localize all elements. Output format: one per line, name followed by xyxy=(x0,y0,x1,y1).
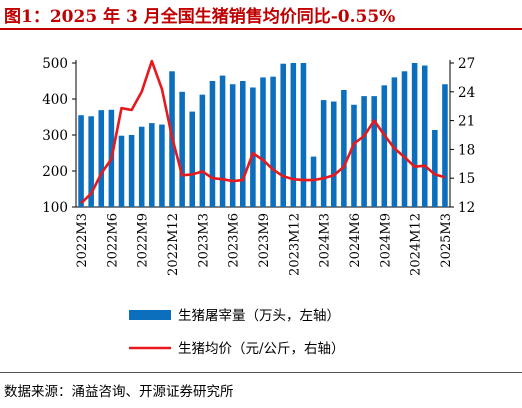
chart-canvas: 100 200 300 400 500 12 15 18 21 24 27 2022M3 2022M6 2… xyxy=(42,56,475,357)
legend-bar-label: 生猪屠宰量（万头，左轴） xyxy=(178,308,340,324)
bar-2022M4 xyxy=(88,116,94,207)
bar-2024M8 xyxy=(371,96,377,207)
left-tick-label: 200 xyxy=(42,164,68,180)
line-series xyxy=(80,59,446,205)
bar-2022M3 xyxy=(78,115,84,207)
bar-2024M3 xyxy=(320,100,327,207)
bar-2023M1 xyxy=(179,91,185,207)
bar-2023M5 xyxy=(219,75,226,207)
left-tick-label: 400 xyxy=(42,92,68,108)
x-tick-label: 2023M3 xyxy=(196,213,211,268)
legend-line-label: 生猪均价（元/公斤，右轴） xyxy=(178,341,345,357)
right-tick-label: 15 xyxy=(458,171,475,187)
bar-2022M8 xyxy=(128,135,135,207)
x-tick-label: 2024M6 xyxy=(348,213,363,268)
tick-labels: 100 200 300 400 500 12 15 18 21 24 27 2022M3 2022M6 2… xyxy=(42,56,475,276)
x-tick-label: 2025M3 xyxy=(439,213,454,268)
x-tick-label: 2024M9 xyxy=(378,213,393,268)
x-tick-label: 2023M9 xyxy=(257,213,272,268)
bar-2024M9 xyxy=(381,85,388,207)
x-tick-label: 2024M12 xyxy=(409,213,424,276)
right-tick-label: 24 xyxy=(458,85,475,101)
right-tick-label: 27 xyxy=(458,56,475,72)
bar-2025M2 xyxy=(432,129,438,207)
bar-2022M9 xyxy=(138,126,145,207)
bar-series xyxy=(78,63,448,208)
bar-2023M3 xyxy=(199,94,206,207)
right-tick-label: 18 xyxy=(458,142,475,158)
x-tick-label: 2022M6 xyxy=(105,213,120,268)
bar-2024M12 xyxy=(411,63,418,207)
right-tick-label: 12 xyxy=(458,200,475,216)
bar-2023M6 xyxy=(229,84,236,207)
legend: 生猪屠宰量（万头，左轴） 生猪均价（元/公斤，右轴） xyxy=(129,308,345,357)
bar-2024M10 xyxy=(391,77,398,208)
bar-2023M10 xyxy=(270,76,276,208)
bar-2023M12 xyxy=(290,63,297,207)
bar-2024M6 xyxy=(351,104,357,207)
left-tick-label: 300 xyxy=(42,128,68,144)
bar-2023M2 xyxy=(189,111,196,207)
x-tick-label: 2022M12 xyxy=(166,213,181,276)
footer-divider xyxy=(0,372,522,373)
left-tick-label: 500 xyxy=(42,56,68,72)
bar-2024M4 xyxy=(330,101,337,207)
x-tick-label: 2024M3 xyxy=(318,213,333,268)
chart-title: 图1：2025 年 3 月全国生猪销售均价同比-0.55% xyxy=(4,7,396,27)
bar-2024M5 xyxy=(341,90,347,207)
x-tick-label: 2022M9 xyxy=(136,213,151,268)
bar-2023M11 xyxy=(280,63,286,207)
left-tick-label: 100 xyxy=(42,200,68,216)
bar-2022M7 xyxy=(118,135,125,207)
bar-2023M8 xyxy=(250,87,256,207)
bar-2024M2 xyxy=(310,156,317,207)
bar-2024M7 xyxy=(361,96,367,207)
bar-2022M5 xyxy=(98,110,105,207)
x-tick-label: 2023M12 xyxy=(287,213,302,276)
bar-2024M1 xyxy=(300,63,307,207)
source-note: 数据来源：涌益咨询、开源证券研究所 xyxy=(4,384,234,400)
right-tick-label: 21 xyxy=(458,114,475,130)
title-underline xyxy=(0,28,522,30)
bar-2023M7 xyxy=(240,81,246,207)
bar-2022M10 xyxy=(149,123,155,207)
price-line xyxy=(80,59,446,205)
bar-2022M11 xyxy=(159,124,165,207)
bar-2025M3 xyxy=(442,84,448,207)
x-tick-label: 2022M3 xyxy=(75,213,90,268)
x-tick-label: 2023M6 xyxy=(227,213,242,268)
bar-2025M1 xyxy=(421,65,428,208)
legend-bar-swatch xyxy=(129,310,171,320)
bar-2024M11 xyxy=(401,71,408,207)
bar-2023M9 xyxy=(260,77,266,208)
bar-2023M4 xyxy=(209,81,216,207)
